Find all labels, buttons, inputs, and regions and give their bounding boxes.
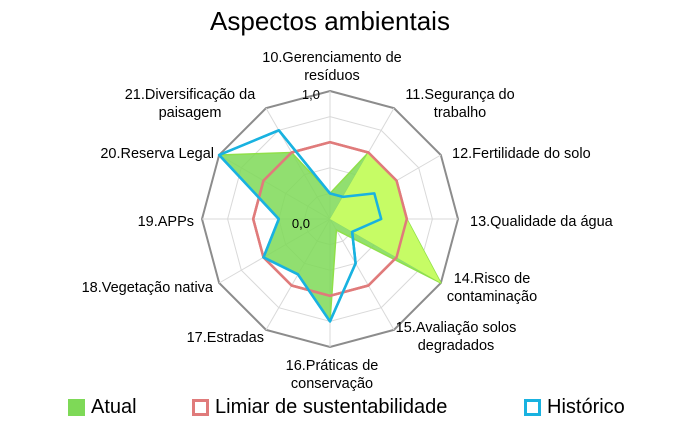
legend: Atual Limiar de sustentabilidade Históri… [0, 396, 696, 426]
axis-label-12: 12.Fertilidade do solo [452, 146, 591, 162]
axis-label-11: 11.Segurança do trabalho [405, 87, 514, 121]
legend-swatch-limiar [192, 399, 209, 416]
axis-label-21: 21.Diversificação da paisagem [125, 87, 256, 121]
axis-label-15: 15.Avaliação solos degradados [396, 320, 517, 354]
legend-item-limiar: Limiar de sustentabilidade [192, 396, 447, 419]
axis-label-13: 13.Qualidade da água [470, 214, 614, 230]
series-outline-1 [251, 140, 409, 298]
legend-label-historico: Histórico [547, 396, 625, 418]
tick-label-min: 0,0 [292, 216, 310, 231]
legend-label-atual: Atual [91, 396, 137, 418]
axis-label-20: 20.Reserva Legal [100, 146, 214, 162]
axis-label-10: 10.Gerenciamento de resíduos [262, 50, 401, 84]
legend-label-limiar: Limiar de sustentabilidade [215, 396, 448, 418]
series-layer [217, 129, 442, 323]
tick-label-max: 1,0 [302, 87, 320, 102]
axis-label-16: 16.Práticas de conservação [286, 358, 379, 392]
axis-label-17: 17.Estradas [187, 330, 264, 346]
series-outline-2 [217, 129, 383, 323]
legend-item-atual: Atual [68, 396, 137, 419]
grid-spoke-5 [329, 218, 395, 331]
legend-item-historico: Histórico [524, 396, 625, 419]
legend-swatch-atual [68, 399, 85, 416]
axis-label-19: 19.APPs [138, 214, 194, 230]
axis-label-18: 18.Vegetação nativa [82, 280, 214, 296]
axis-labels: 10.Gerenciamento de resíduos11.Segurança … [82, 50, 614, 392]
series-atual-segment-top [330, 152, 441, 283]
chart-title: Aspectos ambientais [210, 6, 450, 36]
tick-labels: 0,0 1,0 [292, 87, 320, 231]
legend-swatch-historico [524, 399, 541, 416]
axis-label-14: 14.Risco de contaminação [447, 271, 537, 305]
